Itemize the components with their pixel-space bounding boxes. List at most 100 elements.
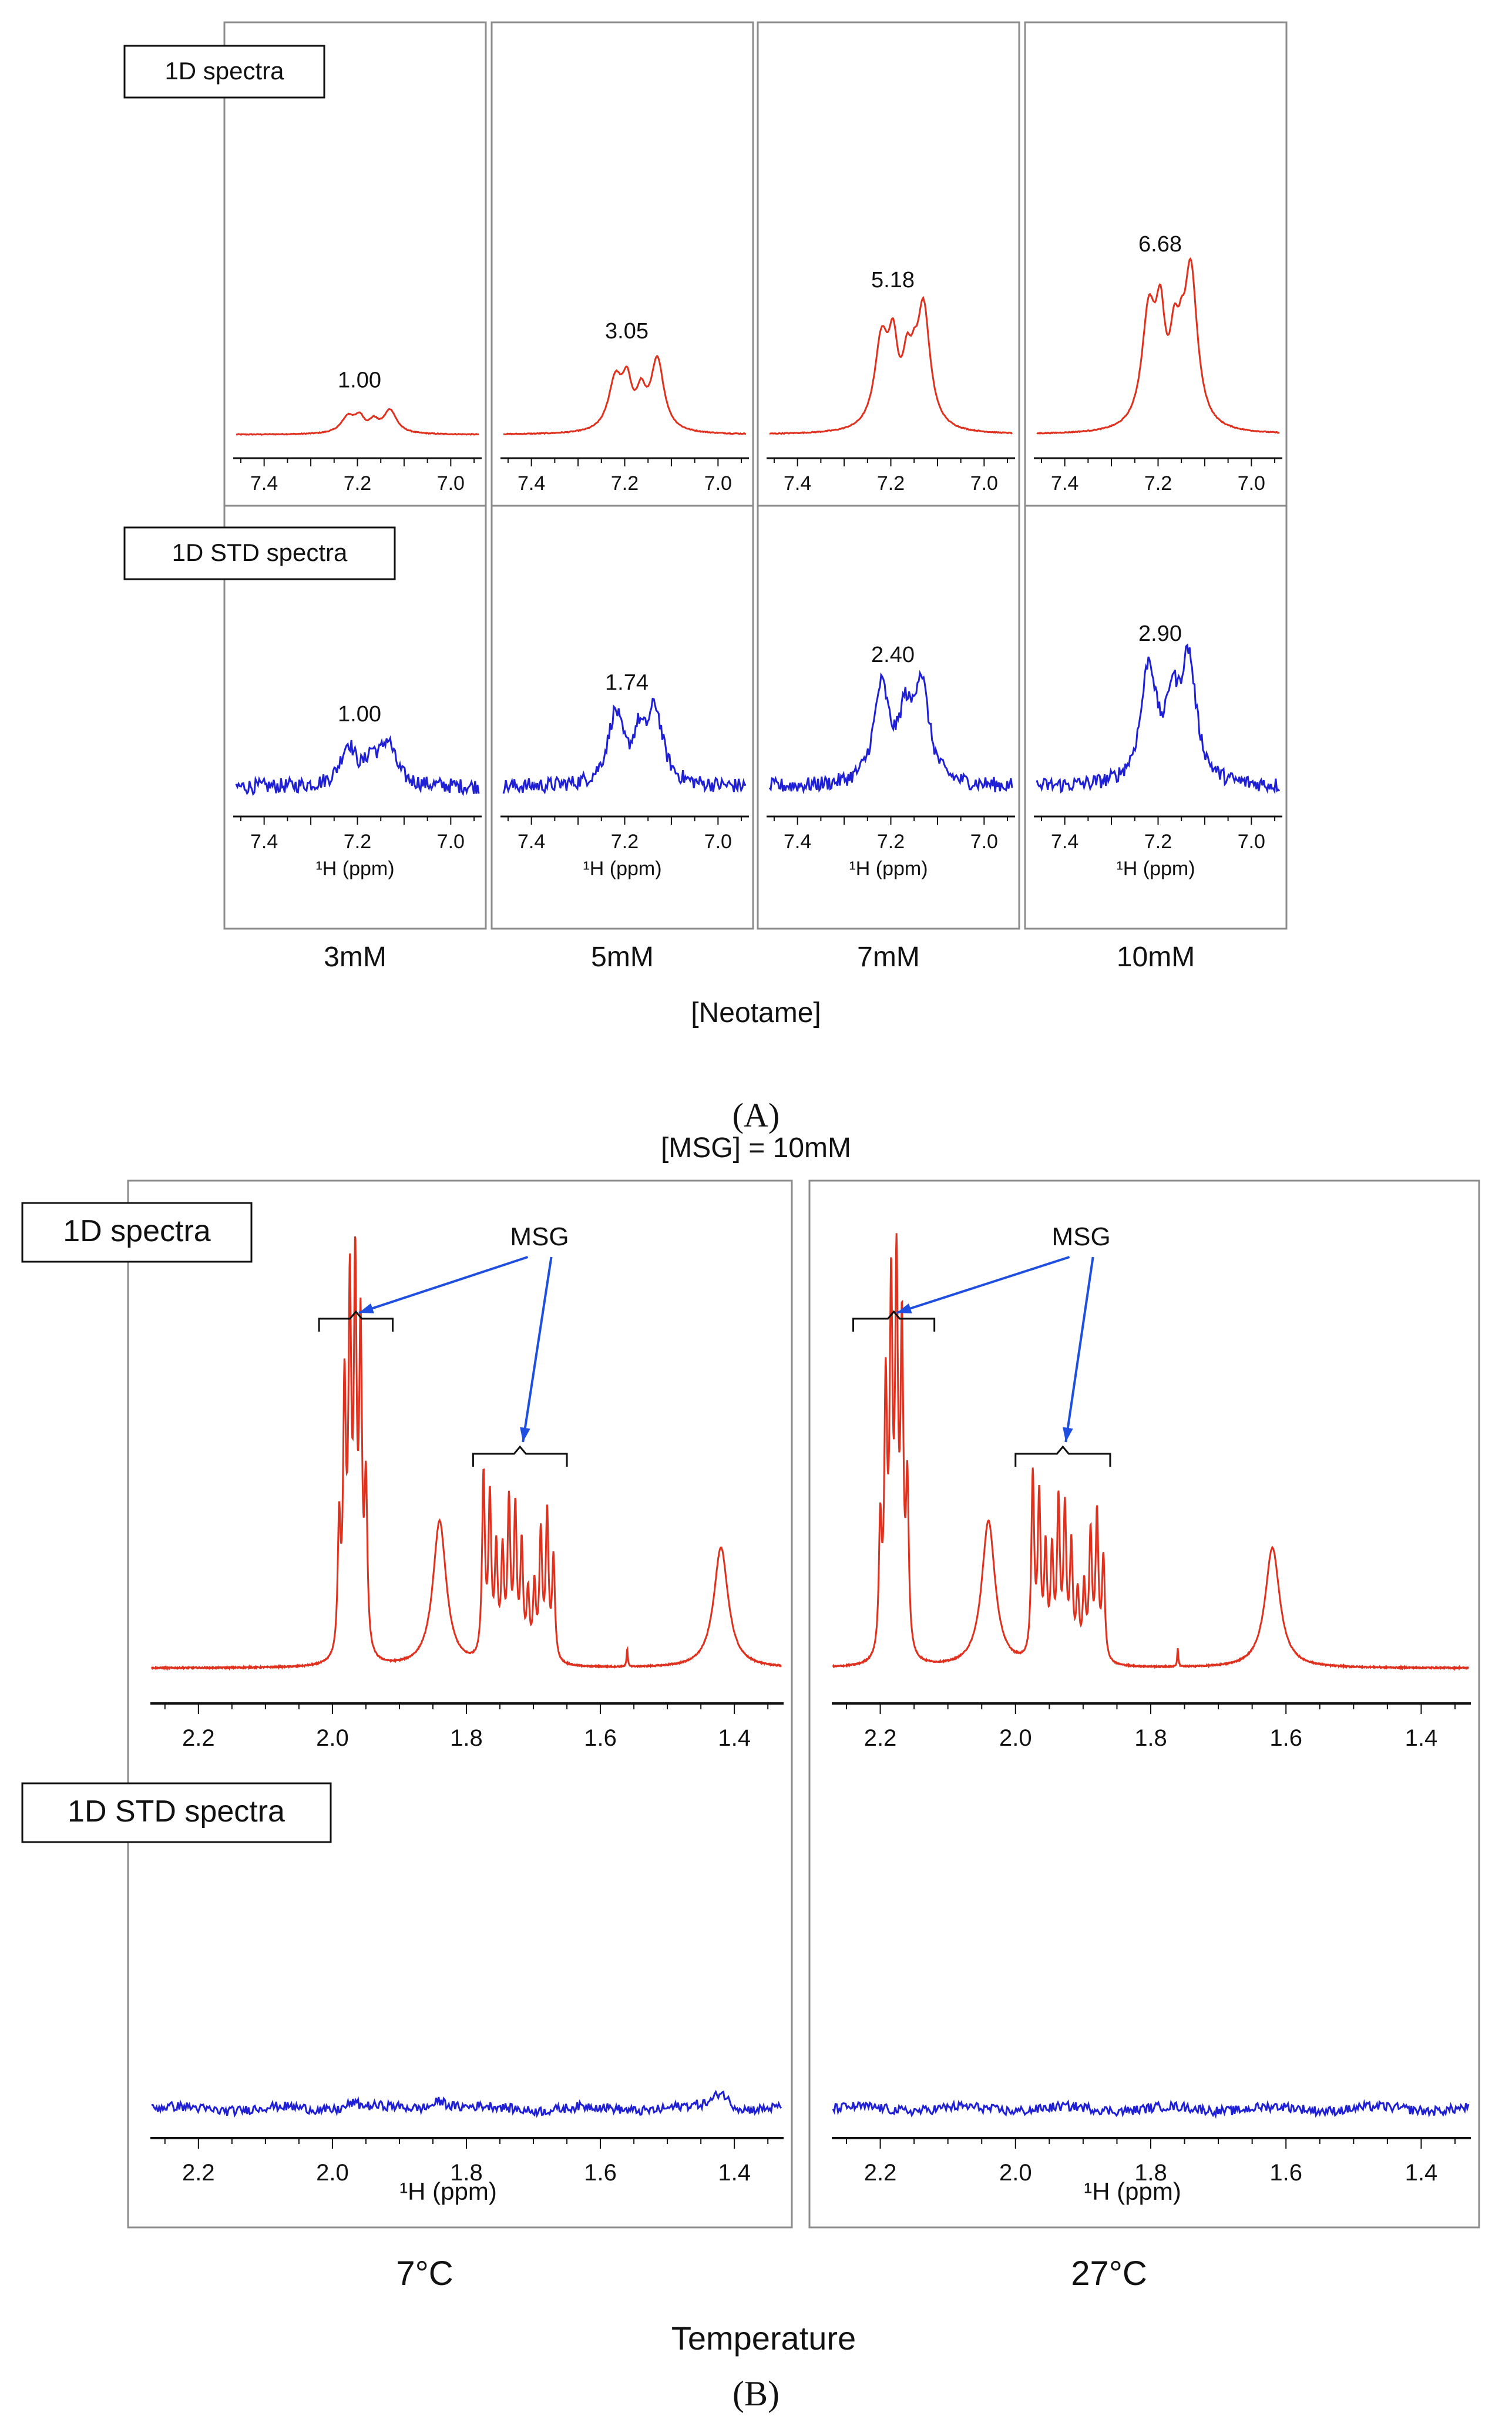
a-std-value-3: 2.40 [871, 643, 915, 667]
b-tick-label-bottom: 1.6 [1269, 2160, 1302, 2186]
a-tick-label-top: 7.0 [970, 472, 998, 495]
b-msg-arrowhead [520, 1427, 530, 1442]
a-tick-label-bottom: 7.2 [877, 831, 905, 853]
a-std-value-2: 1.74 [605, 671, 649, 695]
b-axis-label-2: ¹H (ppm) [1084, 2177, 1181, 2205]
a-spectrum-value-4: 6.68 [1138, 232, 1182, 257]
b-tick-label-bottom: 1.8 [1134, 2160, 1167, 2186]
b-msg-brace [318, 1310, 394, 1332]
a-tick-label-bottom: 7.2 [344, 831, 371, 853]
panel-a-frames [223, 21, 1288, 930]
b-msg-brace [1014, 1445, 1111, 1467]
b-row-label-std-text: 1D STD spectra [68, 1794, 285, 1829]
b-tick-label-top: 1.8 [450, 1725, 483, 1751]
a-tick-label-top: 7.0 [1238, 472, 1265, 495]
b-tick-label-bottom: 2.0 [316, 2160, 349, 2186]
a-spectrum-line-3 [769, 295, 1013, 435]
a-tick-label-top: 7.0 [704, 472, 732, 495]
a-std-line-2 [502, 697, 747, 795]
b-msg-arrow [522, 1256, 553, 1443]
b-temperature-label-2: 27°C [1071, 2254, 1147, 2293]
a-concentration-label-4: 10mM [1117, 942, 1195, 973]
b-tick-label-top: 2.2 [864, 1725, 897, 1751]
a-tick-label-bottom: 7.4 [250, 831, 278, 853]
b-msg-arrow [896, 1256, 1070, 1314]
b-msg-brace [852, 1310, 936, 1332]
a-tick-label-top: 7.2 [611, 472, 639, 495]
a-tick-label-bottom: 7.2 [611, 831, 639, 853]
a-row-label-spectra-text: 1D spectra [164, 57, 284, 85]
a-std-value-4: 2.90 [1138, 621, 1182, 646]
a-tick-label-top: 7.0 [437, 472, 465, 495]
a-spectrum-line-2 [503, 355, 747, 436]
b-row-label-spectra: 1D spectra [21, 1202, 253, 1263]
a-tick-label-top: 7.4 [518, 472, 545, 495]
a-concentration-label-3: 7mM [857, 942, 920, 973]
a-tick-label-top: 7.4 [1051, 472, 1078, 495]
panel-b-axes [150, 1702, 1471, 2149]
a-tick-label-bottom: 7.0 [704, 831, 732, 853]
a-spectrum-value-3: 5.18 [871, 268, 915, 293]
b-tick-label-bottom: 2.2 [182, 2160, 215, 2186]
a-tick-label-top: 7.2 [344, 472, 371, 495]
panel-a-axes [233, 457, 1282, 825]
b-spectrum-line-2 [832, 1233, 1470, 1671]
b-msg-arrow [1064, 1256, 1094, 1443]
b-tick-label-top: 1.6 [1269, 1725, 1302, 1751]
panel-a-spectra [235, 257, 1281, 797]
a-group-label: [Neotame] [691, 997, 821, 1029]
a-std-line-4 [1036, 643, 1281, 795]
a-spectrum-line-1 [236, 408, 479, 436]
b-tick-label-top: 1.8 [1134, 1725, 1167, 1751]
a-concentration-label-2: 5mM [591, 942, 654, 973]
b-group-label: Temperature [671, 2320, 856, 2357]
a-axis-label-3: ¹H (ppm) [849, 858, 928, 880]
b-msg-arrow [358, 1256, 529, 1314]
b-row-label-spectra-text: 1D spectra [63, 1214, 211, 1248]
a-row-label-std-text: 1D STD spectra [172, 539, 348, 566]
a-tick-label-bottom: 7.4 [518, 831, 545, 853]
a-concentration-label-1: 3mM [324, 942, 387, 973]
b-msg-brace [472, 1445, 568, 1467]
b-tick-label-bottom: 1.4 [718, 2160, 751, 2186]
b-tick-label-bottom: 1.8 [450, 2160, 483, 2186]
a-std-line-3 [768, 670, 1013, 795]
b-tick-label-bottom: 1.6 [584, 2160, 617, 2186]
b-tick-label-top: 2.0 [316, 1725, 349, 1751]
b-axis-label-1: ¹H (ppm) [399, 2177, 497, 2205]
b-frame-2 [808, 1179, 1480, 2229]
b-msg-arrowhead [896, 1303, 912, 1313]
a-axis-label-2: ¹H (ppm) [583, 858, 661, 880]
a-std-line-1 [235, 735, 480, 797]
a-spectrum-line-4 [1036, 257, 1280, 435]
b-tick-label-bottom: 2.2 [864, 2160, 897, 2186]
b-title: [MSG] = 10mM [661, 1132, 851, 1164]
a-frame-bottom-3 [757, 505, 1020, 930]
b-tick-label-top: 2.2 [182, 1725, 215, 1751]
b-tick-label-bottom: 1.4 [1405, 2160, 1438, 2186]
a-axis-label-1: ¹H (ppm) [315, 858, 394, 880]
a-tick-label-top: 7.2 [1144, 472, 1172, 495]
a-row-label-spectra: 1D spectra [123, 45, 325, 99]
panel-a-text: 1.00 1.00 7.4 7.2 7.0 7.4 7.2 7.0 ¹H (ppm) 3mM 3.0… [250, 232, 1265, 973]
panel-b-annotations [318, 1256, 1111, 1467]
b-tick-label-top: 1.4 [1405, 1725, 1438, 1751]
a-tick-label-top: 7.4 [784, 472, 811, 495]
b-panel-label: (B) [733, 2374, 779, 2413]
b-temperature-label-1: 7°C [396, 2254, 453, 2293]
a-spectrum-value-2: 3.05 [605, 319, 649, 344]
panel-b-text: MSG MSG 2.2 2.0 1.8 1.6 1.4 2.2 2.0 1.8 1.6 1.4 ¹H (… [182, 1222, 1437, 2293]
b-std-line-1 [151, 2089, 782, 2118]
a-frame-bottom-2 [490, 505, 754, 930]
a-tick-label-bottom: 7.4 [784, 831, 811, 853]
b-std-line-2 [832, 2099, 1470, 2119]
a-row-label-std: 1D STD spectra [123, 526, 396, 580]
a-panel-label: (A) [733, 1096, 780, 1134]
panel-b-spectra [150, 1233, 1470, 2119]
a-spectrum-value-1: 1.00 [338, 368, 381, 392]
b-spectrum-line-1 [150, 1236, 782, 1671]
a-tick-label-top: 7.4 [250, 472, 278, 495]
b-frame-1 [127, 1179, 793, 2229]
b-tick-label-top: 1.4 [718, 1725, 751, 1751]
b-tick-label-top: 1.6 [584, 1725, 617, 1751]
